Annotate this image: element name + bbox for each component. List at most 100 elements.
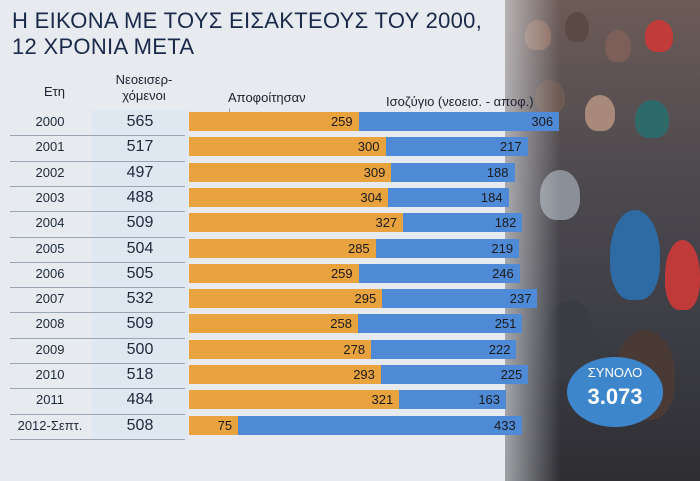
year-label: 2009 [35,341,65,357]
balance-value: 217 [499,139,522,155]
graduated-value: 258 [330,316,352,332]
balance-bar [382,289,538,309]
graduated-value: 300 [357,139,380,155]
new-students-value: 532 [126,290,154,308]
balance-value: 188 [486,164,509,180]
graduated-value: 327 [375,215,398,231]
balance-bar [391,162,515,182]
graduated-bar [189,162,392,182]
new-students-value: 508 [126,416,154,434]
new-students-value: 500 [126,340,154,358]
header-new-students: Νεοεισερ-χόμενοι [115,72,173,103]
row-divider [10,135,185,137]
graduated-value: 278 [343,341,366,357]
graduated-value: 285 [347,240,370,256]
balance-value: 219 [491,240,514,256]
row-divider [10,312,185,314]
title-line-2: 12 ΧΡΟΝΙΑ ΜΕΤΑ [12,34,195,59]
year-label: 2000 [35,114,65,129]
balance-value: 182 [494,215,517,231]
balance-bar [375,238,520,258]
graduated-bar [189,187,389,207]
graduated-value: 259 [330,265,353,281]
new-students-value: 504 [126,239,154,257]
balance-bar [358,112,560,131]
new-students-value: 518 [126,366,154,383]
graduated-bar [189,137,386,157]
graduated-bar [189,263,359,283]
total-label: ΣΥΝΟΛΟ [587,365,643,380]
new-students-value: 497 [126,163,154,181]
graduated-arrow-icon: ↓ [227,106,232,117]
row-divider [10,337,185,339]
balance-value: 246 [492,265,514,281]
year-label: 2011 [36,392,64,408]
year-label: 2005 [35,240,65,256]
title-line-1: Η ΕΙΚΟΝΑ ΜΕ ΤΟΥΣ ΕΙΣΑΚΤΕΟΥΣ ΤΟΥ 2000, [12,8,483,33]
year-label: 2003 [35,189,65,205]
year-label: 2004 [35,215,65,231]
balance-value: 184 [480,189,503,205]
row-divider [10,413,185,415]
new-students-value: 488 [126,188,154,206]
total-badge: ΣΥΝΟΛΟ 3.073 [567,357,663,427]
balance-bar [388,187,509,207]
graduated-bar [189,314,358,334]
balance-bar [399,390,506,410]
graduated-bar [189,415,239,435]
page-title: Η ΕΙΚΟΝΑ ΜΕ ΤΟΥΣ ΕΙΣΑΚΤΕΟΥΣ ΤΟΥ 2000, 12… [12,8,482,60]
balance-bar [403,213,523,233]
graduated-bar [189,238,376,258]
row-divider [10,261,185,263]
graduated-value: 304 [360,189,383,205]
row-divider [10,185,185,187]
graduated-value: 295 [354,291,377,307]
graduated-value: 259 [330,114,353,129]
balance-bar [238,415,522,435]
graduated-value: 75 [217,417,233,433]
row-divider [10,438,185,440]
balance-value: 306 [531,114,554,129]
balance-value: 225 [500,367,523,382]
row-divider [10,287,185,289]
header-balance: Ισοζύγιο (νεοεισ. - αποφ.) [386,94,534,109]
graduated-bar [189,339,372,359]
header-year: Ετη [44,84,66,99]
header-graduated: Αποφοίτησαν [228,90,306,105]
graduated-bar [189,289,383,309]
row-divider [10,211,185,213]
new-students-value: 509 [126,214,154,232]
balance-value: 163 [478,392,501,408]
balance-value: 433 [494,417,516,433]
year-label: 2012-Σεπτ. [17,417,83,433]
balance-value: 222 [488,341,511,357]
graduated-bar [189,390,400,410]
year-label: 2010 [35,367,65,382]
graduated-value: 293 [353,367,375,382]
new-students-value: 505 [126,264,154,282]
new-students-value: 484 [126,391,154,409]
year-label: 2008 [35,316,65,332]
balance-bar [385,137,528,157]
row-divider [10,236,185,238]
graduated-value: 309 [363,164,386,180]
year-label: 2007 [35,291,65,307]
graduated-bar [189,112,359,131]
graduated-bar [189,365,381,384]
balance-bar [371,339,517,359]
graduated-bar [189,213,404,233]
balance-value: 237 [509,291,532,307]
balance-bar [380,365,529,384]
new-students-value: 565 [126,113,154,130]
balance-bar [357,314,523,334]
new-students-value: 517 [126,138,154,156]
year-label: 2001 [35,139,65,155]
row-divider [10,388,185,390]
graduated-value: 321 [371,392,394,408]
total-value: 3.073 [587,384,643,409]
year-label: 2002 [35,164,65,180]
new-students-column [92,110,188,440]
balance-value: 251 [494,316,517,332]
new-students-value: 509 [126,315,154,333]
